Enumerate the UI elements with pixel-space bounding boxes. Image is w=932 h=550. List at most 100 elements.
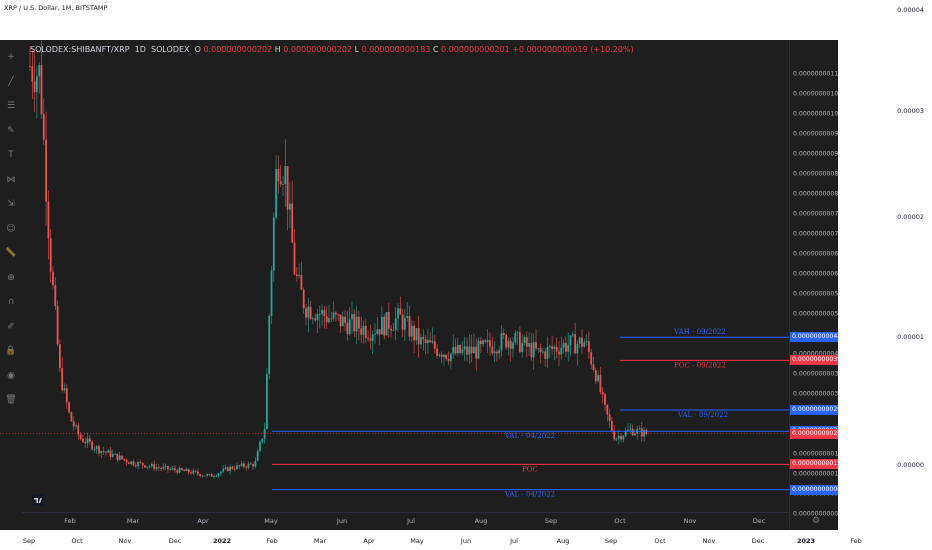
lock-drawing-icon[interactable]: ✐ bbox=[7, 321, 15, 332]
candle-body bbox=[231, 466, 234, 469]
candle-body bbox=[613, 430, 616, 440]
candle-body bbox=[576, 343, 579, 354]
outer-time-axis-label: Aug bbox=[556, 537, 570, 545]
candle-body bbox=[452, 347, 455, 354]
candle-body bbox=[532, 342, 535, 358]
candle-body bbox=[111, 453, 114, 457]
price-axis-label: 0.000000000700 bbox=[793, 230, 838, 238]
candle-body bbox=[63, 388, 66, 391]
price-chart[interactable]: VAH - 09/2022 POC - 09/2022 VAL - 09/2022 V… bbox=[0, 40, 789, 512]
candle-body bbox=[404, 317, 406, 330]
price-axis-label: 0.000000000950 bbox=[793, 130, 838, 138]
candle-body bbox=[116, 453, 119, 460]
candle-body bbox=[72, 421, 75, 427]
candle-body bbox=[105, 451, 107, 453]
candle-body bbox=[477, 340, 480, 359]
candle-body bbox=[381, 316, 383, 335]
level-label: VAL - 04/2022 bbox=[504, 432, 555, 440]
candle-body bbox=[509, 340, 512, 349]
outer-time-axis-label: 2023 bbox=[796, 537, 816, 545]
price-axis-label: 0.000000000750 bbox=[793, 210, 838, 218]
legend-symbol[interactable]: SOLODEX:SHIBANFT/XRP bbox=[30, 45, 130, 54]
candle-body bbox=[54, 285, 57, 307]
candle-body bbox=[500, 333, 503, 351]
candle-body bbox=[302, 289, 305, 309]
settings-gear-icon[interactable]: ⚙ bbox=[812, 516, 821, 526]
candle-body bbox=[325, 316, 328, 323]
candle-body bbox=[530, 342, 533, 358]
chart-panel[interactable]: VAH - 09/2022 POC - 09/2022 VAL - 09/2022 V… bbox=[0, 40, 838, 530]
legend-interval[interactable]: 1D bbox=[134, 45, 146, 54]
ruler-icon[interactable]: 📏 bbox=[5, 248, 17, 258]
candle-body bbox=[321, 310, 323, 315]
outer-time-axis-label: Nov bbox=[702, 537, 716, 545]
candle-body bbox=[171, 468, 174, 470]
drawing-toolbar: + ╱ ☰ ✎ T ⋈ ⇲ ☺ 📏 ⊕ ∩ ✐ 🔒 ◉ 🗑 bbox=[0, 40, 22, 530]
eye-icon[interactable]: ◉ bbox=[7, 370, 15, 381]
time-axis[interactable]: Feb Mar Apr May Jun Jul Aug Sep Oct Nov Dec bbox=[22, 512, 789, 530]
candle-body bbox=[217, 473, 220, 476]
candle-body bbox=[406, 316, 409, 318]
zoom-icon[interactable]: ⊕ bbox=[7, 272, 15, 283]
candle-body bbox=[548, 346, 551, 348]
candle-body bbox=[470, 346, 473, 354]
candle-body bbox=[38, 65, 41, 77]
price-axis[interactable]: 0.000000001100 0.000000001050 0.0000000010… bbox=[789, 40, 838, 530]
price-level-badge: 0.000000000201 bbox=[790, 428, 838, 439]
price-axis-label: 0.000000001100 bbox=[793, 70, 838, 78]
measure-icon[interactable]: ⇲ bbox=[7, 199, 15, 209]
candle-body bbox=[493, 351, 496, 354]
time-axis-label: Dec bbox=[752, 517, 766, 525]
candle-body bbox=[590, 352, 593, 365]
candle-body bbox=[362, 326, 365, 335]
price-axis-label: 0.000000000350 bbox=[793, 370, 838, 378]
candle-body bbox=[293, 242, 296, 275]
candle-body bbox=[459, 345, 461, 353]
candle-body bbox=[29, 66, 31, 67]
magnet-icon[interactable]: ∩ bbox=[7, 297, 15, 307]
lock-icon[interactable]: 🔒 bbox=[5, 346, 17, 356]
candle-body bbox=[599, 375, 602, 392]
price-axis-label: 0.000000001000 bbox=[793, 110, 838, 118]
candle-body bbox=[539, 348, 542, 353]
candle-body bbox=[523, 337, 526, 343]
brush-icon[interactable]: ✎ bbox=[7, 125, 15, 136]
tradingview-logo-icon[interactable] bbox=[32, 494, 44, 506]
pattern-icon[interactable]: ⋈ bbox=[6, 174, 16, 185]
outer-time-axis: Sep Oct Nov Dec 2022 Feb Mar Apr May Jun Jul Aug Sep… bbox=[0, 532, 932, 550]
candle-body bbox=[461, 349, 464, 353]
candle-body bbox=[440, 354, 443, 358]
candle-body bbox=[385, 311, 388, 336]
outer-price-label: 0.00002 bbox=[897, 213, 924, 221]
candle-body bbox=[581, 337, 583, 347]
candle-body bbox=[565, 342, 567, 352]
cross-icon[interactable]: + bbox=[7, 52, 15, 62]
trash-icon[interactable]: 🗑 bbox=[5, 395, 17, 405]
candle-body bbox=[203, 475, 206, 477]
emoji-icon[interactable]: ☺ bbox=[6, 223, 16, 234]
trend-line-icon[interactable]: ╱ bbox=[8, 76, 14, 87]
candle-body bbox=[431, 341, 434, 343]
outer-time-axis-label: 2022 bbox=[212, 537, 232, 545]
candle-body bbox=[249, 463, 252, 465]
candle-body bbox=[638, 428, 641, 430]
candle-body bbox=[226, 467, 229, 472]
candle-body bbox=[176, 470, 179, 473]
candle-body bbox=[316, 314, 319, 321]
candle-body bbox=[107, 450, 110, 453]
text-icon[interactable]: T bbox=[8, 150, 14, 160]
candle-body bbox=[215, 475, 218, 477]
horizontal-lines-icon[interactable]: ☰ bbox=[6, 101, 16, 111]
legend-exchange: SOLODEX bbox=[150, 45, 190, 54]
candle-body bbox=[468, 346, 471, 355]
candle-body bbox=[546, 346, 549, 359]
candle-body bbox=[45, 139, 47, 202]
time-axis-label: Mar bbox=[126, 517, 140, 525]
candle-body bbox=[118, 455, 121, 460]
candle-body bbox=[427, 340, 429, 343]
candle-body bbox=[479, 340, 482, 345]
candle-body bbox=[187, 469, 190, 473]
candle-body bbox=[617, 435, 620, 439]
candle-body bbox=[123, 458, 126, 460]
candle-body bbox=[164, 466, 167, 467]
